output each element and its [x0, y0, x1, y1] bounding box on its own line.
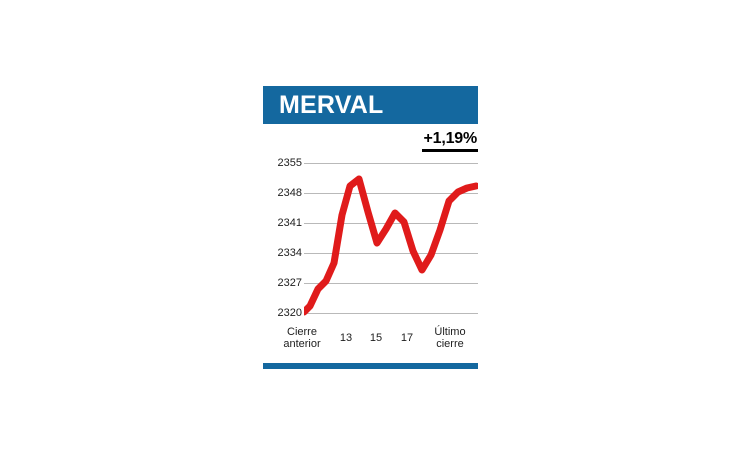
- x-axis-tick-label-13: 13: [339, 332, 353, 344]
- y-axis-tick-label: 2355: [277, 157, 302, 169]
- page-title: MERVAL: [279, 91, 384, 119]
- chart-footer-bar: [263, 363, 478, 369]
- y-axis-tick-label: 2327: [277, 277, 302, 289]
- chart-data-line: [304, 175, 478, 316]
- y-axis-tick-label: 2320: [277, 307, 302, 319]
- x-axis-tick-label-ultimo-cierre: Último cierre: [434, 326, 466, 350]
- y-axis-tick-label: 2341: [277, 217, 302, 229]
- x-axis-tick-label-17: 17: [400, 332, 414, 344]
- change-percent-container: +1,19%: [422, 130, 478, 152]
- y-axis-tick-label: 2334: [277, 247, 302, 259]
- chart-header-bar: MERVAL: [263, 86, 478, 124]
- change-percent-value: +1,19%: [422, 130, 478, 152]
- x-axis-tick-label-cierre-anterior: Cierre anterior: [283, 326, 321, 350]
- x-axis-tick-label-15: 15: [369, 332, 383, 344]
- merval-chart-widget: MERVAL +1,19% 2355 2348 2341 2334 2327 2…: [263, 86, 478, 369]
- chart-plot-area: 2355 2348 2341 2334 2327 2320: [263, 158, 478, 323]
- y-axis-tick-label: 2348: [277, 187, 302, 199]
- x-axis-labels: Cierre anterior 13 15 17 Último cierre: [263, 326, 478, 358]
- y-axis-labels: 2355 2348 2341 2334 2327 2320: [263, 158, 302, 323]
